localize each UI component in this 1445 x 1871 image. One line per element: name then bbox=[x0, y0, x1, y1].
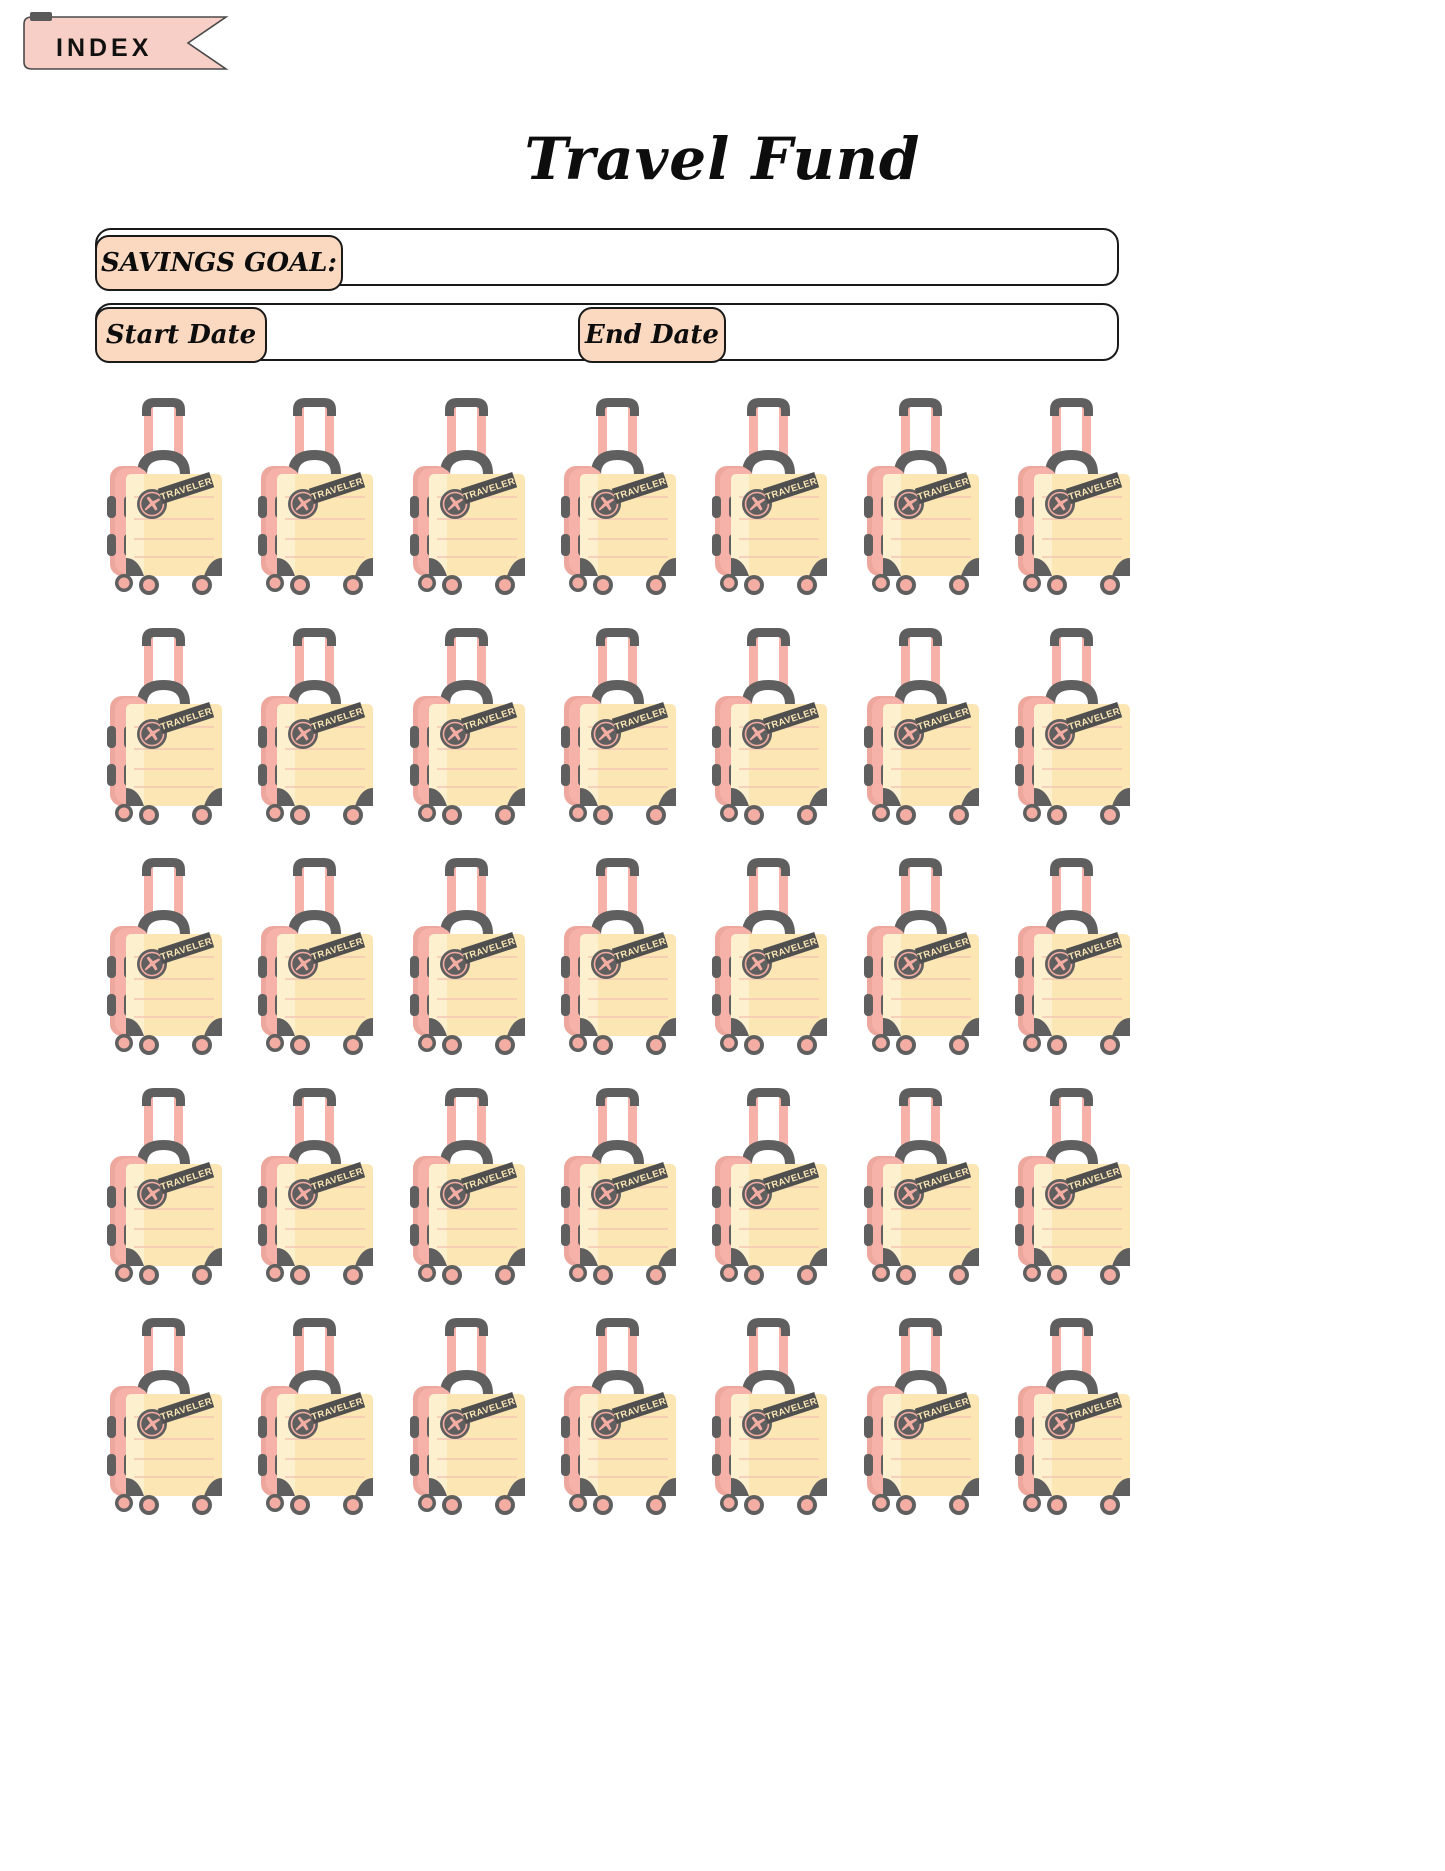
savings-goal-input[interactable] bbox=[355, 240, 1109, 282]
suitcase-icon: TRAVELER bbox=[409, 1088, 525, 1285]
suitcase-tracker-item[interactable]: TRAVELER bbox=[407, 618, 527, 826]
start-date-label: Start Date bbox=[95, 307, 267, 363]
suitcase-tracker-item[interactable]: TRAVELER bbox=[861, 1308, 981, 1516]
suitcase-tracker-item[interactable]: TRAVELER bbox=[407, 1078, 527, 1286]
suitcase-tracker-item[interactable]: TRAVELER bbox=[1012, 1308, 1132, 1516]
suitcase-tracker-item[interactable]: TRAVELER bbox=[255, 388, 375, 596]
suitcase-icon: TRAVELER bbox=[863, 398, 979, 595]
suitcase-tracker-item[interactable]: TRAVELER bbox=[104, 618, 224, 826]
suitcase-icon: TRAVELER bbox=[560, 628, 676, 825]
suitcase-tracker-item[interactable]: TRAVELER bbox=[558, 1308, 678, 1516]
suitcase-icon: TRAVELER bbox=[1015, 628, 1131, 825]
suitcase-icon: TRAVELER bbox=[712, 858, 828, 1055]
suitcase-tracker-item[interactable]: TRAVELER bbox=[558, 848, 678, 1056]
suitcase-icon: TRAVELER bbox=[1015, 1318, 1131, 1515]
suitcase-tracker-item[interactable]: TRAVELER bbox=[104, 848, 224, 1056]
index-tab[interactable]: INDEX bbox=[18, 12, 238, 74]
end-date-label: End Date bbox=[578, 307, 726, 363]
suitcase-icon: TRAVELER bbox=[712, 628, 828, 825]
suitcase-icon: TRAVELER bbox=[258, 858, 374, 1055]
suitcase-tracker-item[interactable]: TRAVELER bbox=[407, 848, 527, 1056]
suitcase-icon: TRAVELER bbox=[560, 398, 676, 595]
start-date-input[interactable] bbox=[280, 312, 569, 354]
suitcase-icon: TRAVELER bbox=[258, 628, 374, 825]
suitcase-icon: TRAVELER bbox=[409, 858, 525, 1055]
page-title: Travel Fund bbox=[524, 125, 921, 193]
suitcase-icon: TRAVELER bbox=[863, 858, 979, 1055]
suitcase-icon: TRAVELER bbox=[1015, 398, 1131, 595]
suitcase-tracker-item[interactable]: TRAVELER bbox=[1012, 1078, 1132, 1286]
suitcase-tracker-item[interactable]: TRAVELER bbox=[1012, 848, 1132, 1056]
suitcase-tracker-item[interactable]: TRAVELER bbox=[407, 1308, 527, 1516]
end-date-input[interactable] bbox=[740, 312, 1109, 354]
suitcase-tracker-item[interactable]: TRAVELER bbox=[104, 1078, 224, 1286]
suitcase-icon: TRAVELER bbox=[258, 1088, 374, 1285]
suitcase-tracker-item[interactable]: TRAVELER bbox=[407, 388, 527, 596]
suitcase-icon: TRAVELER bbox=[258, 398, 374, 595]
suitcase-tracker-item[interactable]: TRAVELER bbox=[861, 1078, 981, 1286]
suitcase-tracker-item[interactable]: TRAVELER bbox=[709, 1078, 829, 1286]
suitcase-tracker-item[interactable]: TRAVELER bbox=[255, 848, 375, 1056]
bookmark-ribbon-icon bbox=[23, 12, 229, 70]
suitcase-icon: TRAVELER bbox=[560, 1318, 676, 1515]
suitcase-icon: TRAVELER bbox=[712, 1088, 828, 1285]
suitcase-tracker-item[interactable]: TRAVELER bbox=[558, 618, 678, 826]
suitcase-tracker-item[interactable]: TRAVELER bbox=[709, 388, 829, 596]
suitcase-tracker-item[interactable]: TRAVELER bbox=[861, 388, 981, 596]
savings-goal-label: SAVINGS GOAL: bbox=[95, 235, 343, 291]
suitcase-tracker-item[interactable]: TRAVELER bbox=[255, 1308, 375, 1516]
suitcase-tracker-item[interactable]: TRAVELER bbox=[104, 1308, 224, 1516]
index-tab-label: INDEX bbox=[56, 34, 153, 62]
suitcase-tracker-item[interactable]: TRAVELER bbox=[709, 618, 829, 826]
suitcase-icon: TRAVELER bbox=[258, 1318, 374, 1515]
suitcase-tracker-item[interactable]: TRAVELER bbox=[709, 1308, 829, 1516]
suitcase-icon: TRAVELER bbox=[863, 628, 979, 825]
suitcase-tracker-item[interactable]: TRAVELER bbox=[1012, 618, 1132, 826]
suitcase-icon: TRAVELER bbox=[106, 398, 222, 595]
suitcase-icon: TRAVELER bbox=[106, 628, 222, 825]
suitcase-tracker-item[interactable]: TRAVELER bbox=[861, 618, 981, 826]
suitcase-tracker-item[interactable]: TRAVELER bbox=[255, 1078, 375, 1286]
suitcase-icon: TRAVELER bbox=[712, 1318, 828, 1515]
suitcase-icon: TRAVELER bbox=[560, 1088, 676, 1285]
suitcase-icon: TRAVELER bbox=[409, 398, 525, 595]
suitcase-icon: TRAVELER bbox=[1015, 858, 1131, 1055]
suitcase-icon: TRAVELER bbox=[560, 858, 676, 1055]
suitcase-tracker-item[interactable]: TRAVELER bbox=[558, 1078, 678, 1286]
suitcase-tracker-grid: TRAVELER bbox=[88, 388, 1148, 1516]
suitcase-icon: TRAVELER bbox=[409, 628, 525, 825]
suitcase-icon: TRAVELER bbox=[106, 1318, 222, 1515]
suitcase-icon: TRAVELER bbox=[863, 1318, 979, 1515]
suitcase-tracker-item[interactable]: TRAVELER bbox=[861, 848, 981, 1056]
suitcase-icon: TRAVELER bbox=[863, 1088, 979, 1285]
suitcase-icon: TRAVELER bbox=[409, 1318, 525, 1515]
suitcase-tracker-item[interactable]: TRAVELER bbox=[255, 618, 375, 826]
suitcase-tracker-item[interactable]: TRAVELER bbox=[104, 388, 224, 596]
suitcase-icon: TRAVELER bbox=[712, 398, 828, 595]
suitcase-tracker-item[interactable]: TRAVELER bbox=[558, 388, 678, 596]
suitcase-icon: TRAVELER bbox=[1015, 1088, 1131, 1285]
suitcase-icon: TRAVELER bbox=[106, 1088, 222, 1285]
suitcase-tracker-item[interactable]: TRAVELER bbox=[1012, 388, 1132, 596]
suitcase-icon: TRAVELER bbox=[106, 858, 222, 1055]
suitcase-tracker-item[interactable]: TRAVELER bbox=[709, 848, 829, 1056]
